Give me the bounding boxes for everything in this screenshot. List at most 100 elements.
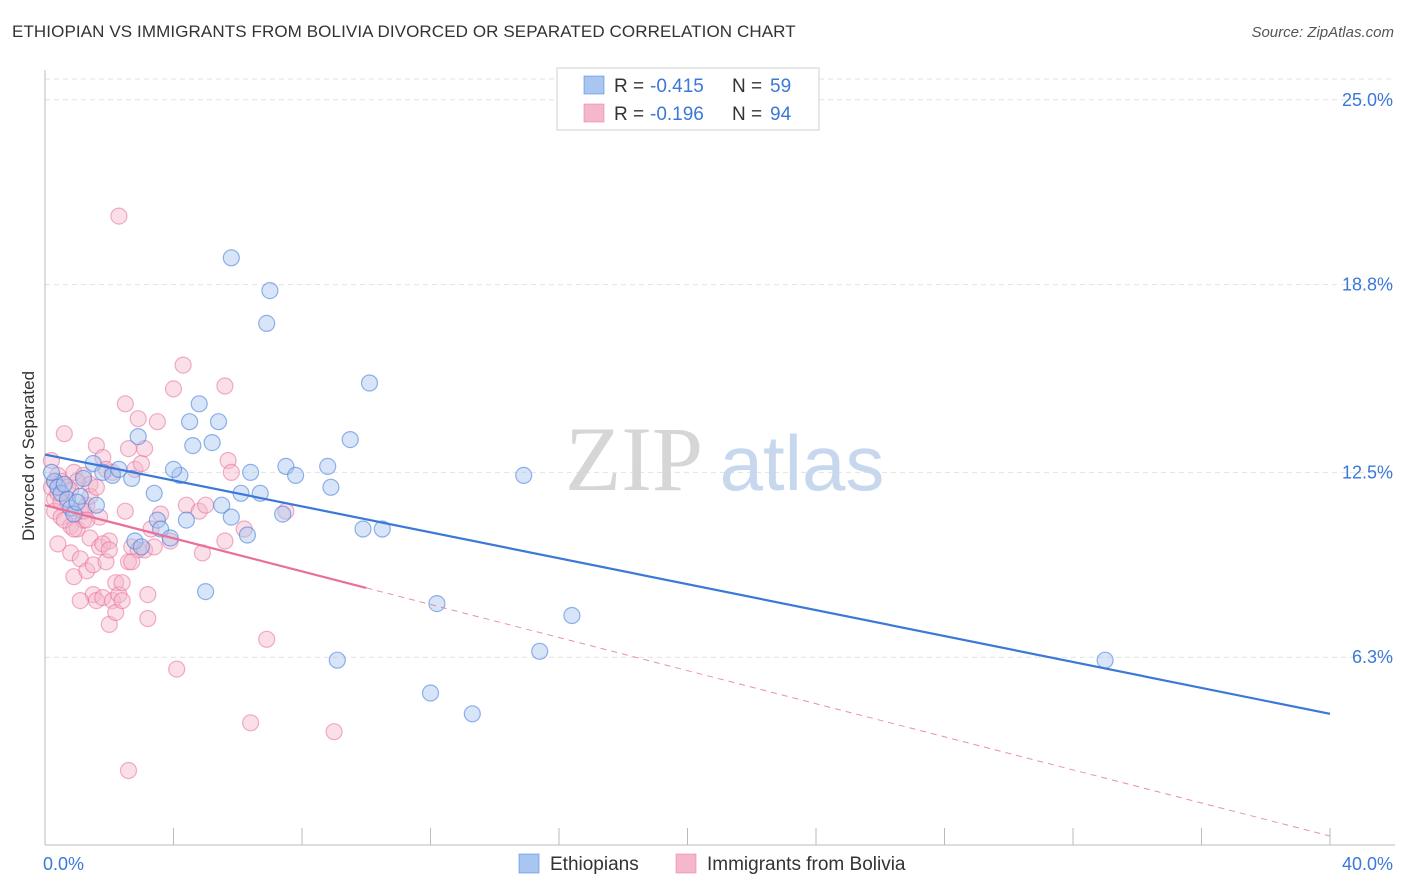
point-ethiopians	[238, 526, 256, 544]
point-bolivia	[148, 413, 166, 431]
point-bolivia	[174, 356, 192, 374]
point-bolivia	[55, 425, 73, 443]
point-ethiopians	[213, 496, 231, 514]
point-bolivia	[325, 723, 343, 741]
bottom-legend-label-bolivia: Immigrants from Bolivia	[707, 854, 906, 875]
point-bolivia	[116, 502, 134, 520]
trend-line-ethiopians	[44, 453, 1331, 715]
point-ethiopians	[274, 505, 292, 523]
y-axis-label: Divorced or Separated	[19, 371, 38, 541]
point-ethiopians	[126, 532, 144, 550]
point-ethiopians	[319, 457, 337, 475]
point-bolivia	[197, 496, 215, 514]
point-ethiopians	[123, 469, 141, 487]
point-ethiopians	[341, 431, 359, 449]
point-ethiopians	[171, 466, 189, 484]
point-bolivia	[190, 502, 208, 520]
point-ethiopians	[360, 374, 379, 392]
point-bolivia	[119, 761, 138, 780]
point-bolivia	[216, 532, 234, 550]
point-ethiopians	[373, 520, 391, 538]
chart-title: ETHIOPIAN VS IMMIGRANTS FROM BOLIVIA DIV…	[12, 22, 796, 41]
point-ethiopians	[145, 484, 163, 502]
point-bolivia	[132, 454, 150, 473]
point-ethiopians	[421, 684, 440, 702]
point-ethiopians	[132, 538, 150, 556]
point-bolivia	[71, 591, 89, 610]
trend-line-bolivia-dashed	[366, 587, 1331, 837]
y-tick-label: 18.8%	[1342, 275, 1393, 295]
point-bolivia	[145, 538, 163, 556]
legend-n-label-1: N =	[732, 104, 762, 125]
data-points	[42, 207, 1114, 780]
bottom-legend-swatch-bolivia	[675, 853, 697, 874]
legend-n-label-0: N =	[732, 76, 762, 97]
point-ethiopians	[42, 463, 61, 481]
y-tick-label: 12.5%	[1342, 462, 1393, 482]
point-ethiopians	[197, 582, 215, 601]
source-label: Source: ZipAtlas.com	[1251, 24, 1394, 41]
y-tick-label: 6.3%	[1352, 647, 1393, 667]
point-bolivia	[113, 574, 131, 592]
point-bolivia	[116, 395, 134, 413]
point-ethiopians	[55, 475, 73, 493]
watermark-zip: ZIP	[565, 408, 703, 510]
point-bolivia	[258, 630, 276, 648]
point-ethiopians	[177, 511, 195, 529]
point-bolivia	[216, 377, 234, 395]
point-bolivia	[84, 556, 102, 574]
point-ethiopians	[1096, 651, 1114, 669]
legend-r-label-1: R =	[614, 104, 644, 125]
point-ethiopians	[258, 314, 276, 332]
point-bolivia	[100, 541, 118, 559]
point-ethiopians	[87, 496, 106, 514]
point-ethiopians	[148, 511, 166, 529]
watermark-atlas: atlas	[720, 419, 885, 507]
point-ethiopians	[164, 460, 183, 478]
legend-box: R = -0.415 N = 59 R = -0.196 N = 94	[556, 67, 820, 131]
point-ethiopians	[203, 434, 221, 452]
legend-n-value-0: 59	[770, 76, 791, 97]
legend-r-label-0: R =	[614, 76, 644, 97]
point-ethiopians	[563, 606, 581, 625]
point-ethiopians	[129, 428, 147, 446]
point-bolivia	[65, 463, 83, 481]
grid-lines	[45, 78, 1395, 658]
y-tick-label: 25.0%	[1342, 90, 1393, 110]
bottom-legend-label-ethiopians: Ethiopians	[550, 854, 639, 875]
point-bolivia	[164, 380, 183, 398]
x-tick-label: 40.0%	[1342, 854, 1393, 874]
legend-swatch-ethiopians	[583, 75, 605, 95]
point-bolivia	[90, 538, 109, 556]
point-ethiopians	[222, 249, 240, 267]
bottom-legend-swatch-ethiopians	[518, 853, 540, 874]
point-bolivia	[139, 609, 157, 628]
point-ethiopians	[463, 705, 481, 723]
legend-r-value-0: -0.415	[650, 76, 704, 97]
legend-swatch-bolivia	[583, 103, 605, 123]
point-bolivia	[129, 410, 147, 428]
point-ethiopians	[181, 413, 199, 431]
point-ethiopians	[261, 282, 279, 300]
point-ethiopians	[68, 493, 86, 511]
point-bolivia	[87, 478, 106, 496]
legend-r-value-1: -0.196	[650, 104, 704, 125]
point-ethiopians	[515, 466, 533, 484]
point-ethiopians	[52, 484, 70, 502]
point-bolivia	[78, 562, 96, 580]
point-bolivia	[62, 544, 80, 562]
point-ethiopians	[322, 478, 340, 496]
point-ethiopians	[209, 413, 228, 431]
point-bolivia	[113, 591, 131, 610]
point-ethiopians	[328, 651, 346, 669]
point-ethiopians	[354, 520, 372, 538]
point-ethiopians	[190, 395, 208, 413]
point-bolivia	[94, 535, 112, 553]
point-bolivia	[168, 660, 186, 678]
point-bolivia	[222, 463, 240, 481]
axes: 25.0% 18.8% 12.5% 6.3% 0.0% 40.0%	[43, 70, 1395, 874]
bottom-legend: Ethiopians Immigrants from Bolivia	[518, 853, 906, 875]
point-ethiopians	[242, 463, 260, 481]
point-ethiopians	[94, 463, 112, 481]
